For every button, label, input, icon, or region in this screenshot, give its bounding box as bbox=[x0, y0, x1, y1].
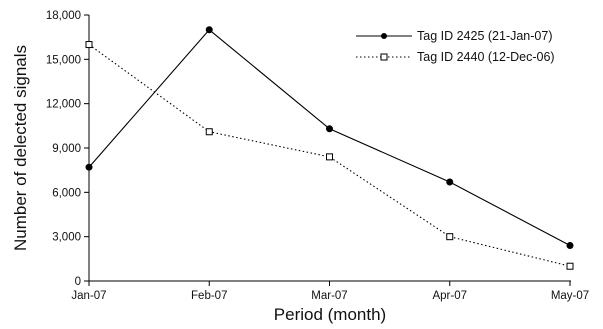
y-tick-label: 0 bbox=[75, 276, 81, 288]
y-tick-label: 15,000 bbox=[46, 54, 81, 66]
legend-marker bbox=[381, 33, 387, 39]
series-2 bbox=[85, 41, 574, 270]
data-point bbox=[85, 163, 93, 171]
series-line bbox=[88, 44, 571, 267]
x-axis-title: Period (month) bbox=[274, 305, 386, 324]
data-point bbox=[446, 233, 454, 241]
y-tick-label: 12,000 bbox=[46, 99, 81, 111]
x-tick-label: Mar-07 bbox=[311, 290, 347, 302]
data-point bbox=[566, 242, 574, 250]
data-point bbox=[326, 153, 333, 161]
legend-label: Tag ID 2425 (21-Jan-07) bbox=[417, 29, 553, 43]
x-tick-label: Apr-07 bbox=[432, 290, 467, 302]
y-axis-title: Number of delected signals bbox=[11, 45, 30, 251]
series-1 bbox=[85, 26, 574, 250]
legend-label: Tag ID 2440 (12-Dec-06) bbox=[417, 50, 555, 64]
legend: Tag ID 2425 (21-Jan-07) Tag ID 2440 (12-D… bbox=[356, 29, 555, 64]
x-tick-label: May-07 bbox=[551, 290, 589, 302]
x-tick-label: Jan-07 bbox=[71, 290, 106, 302]
x-tick-label: Feb-07 bbox=[191, 290, 227, 302]
data-point bbox=[326, 125, 333, 133]
x-axis-ticks: Jan-07 Feb-07 Mar-07 Apr-07 May-07 bbox=[71, 281, 589, 302]
y-axis-ticks: 0 3,000 6,000 9,000 12,000 15,000 18,000 bbox=[46, 10, 89, 288]
y-tick-label: 9,000 bbox=[52, 143, 81, 155]
data-point bbox=[446, 178, 454, 186]
y-tick-label: 18,000 bbox=[46, 10, 81, 22]
legend-item: Tag ID 2425 (21-Jan-07) bbox=[356, 29, 553, 43]
data-point bbox=[85, 41, 93, 49]
y-tick-label: 3,000 bbox=[52, 232, 81, 244]
series-layer bbox=[85, 26, 574, 270]
data-point bbox=[566, 262, 574, 270]
data-point bbox=[205, 26, 213, 34]
legend-item: Tag ID 2440 (12-Dec-06) bbox=[356, 50, 555, 64]
legend-marker bbox=[380, 53, 388, 61]
y-tick-label: 6,000 bbox=[52, 187, 81, 199]
data-point bbox=[205, 128, 213, 136]
